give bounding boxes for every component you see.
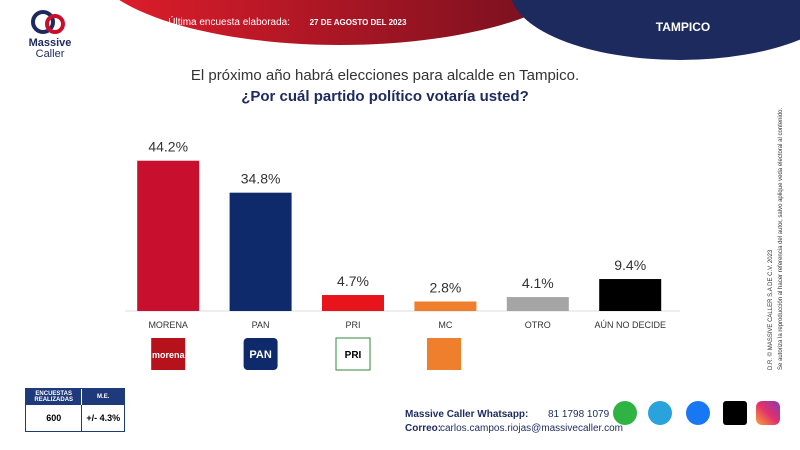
bar [599,279,662,311]
mc-logo [427,338,461,370]
category-label: MORENA [148,320,188,330]
bar [322,295,384,311]
party-logo-text: PAN [249,349,271,361]
brand: Massive [29,37,72,49]
survey-date: 27 DE AGOSTO DEL 2023 [310,18,407,27]
table-row: 600 +/- 4.3% [26,405,124,431]
survey-label: Última encuesta elaborada: [168,15,290,28]
category-label: MC [438,320,452,330]
table-cell: M.E. [81,389,124,405]
chart-title: El próximo año habrá elecciones para alc… [191,67,579,84]
bar [414,301,477,311]
party-logo-text: morena [152,350,186,360]
bar [229,192,292,311]
city: TAMPICO [656,20,710,34]
category-label: AÚN NO DECIDE [594,320,666,330]
chart-subtitle: ¿Por cuál partido político votaría usted… [241,88,529,105]
party-logo-text: PRI [345,350,362,361]
logo-ring [45,14,65,34]
survey-table: ENCUESTAS REALIZADAS M.E. 600 +/- 4.3% [25,388,125,432]
header-band [119,0,561,45]
side-note: Se autoriza la reproducción al hacer ref… [778,108,784,370]
logo-ring [31,10,55,34]
bar [506,297,569,311]
whatsapp: 81 1798 1079 [548,409,610,420]
value-label: 2.8% [429,279,461,295]
whatsapp-label: Massive Caller Whatsapp: [405,409,528,420]
table-cell: ENCUESTAS REALIZADAS [34,391,74,403]
telegram-icon[interactable] [648,401,672,425]
value-label: 4.7% [337,273,369,289]
party-logo [243,338,278,370]
bar [137,160,200,311]
table-header: ENCUESTAS REALIZADAS M.E. [26,389,124,405]
value-label: 9.4% [614,257,646,273]
value-label: 34.8% [241,171,281,187]
table-cell: 600 [46,413,62,423]
side-note: D.R. © MASSIVE CALLER S.A DE C.V. 2023 [767,249,774,370]
x-icon[interactable] [723,401,747,425]
email: carlos.campos.riojas@massivecaller.com [440,423,623,434]
party-logo [151,338,186,370]
category-label: OTRO [525,320,551,330]
email-label: Correo: [405,423,441,434]
party-logo [335,337,371,371]
category-label: PRI [345,320,360,330]
brand: Caller [36,48,65,60]
table-cell: +/- 4.3% [81,405,124,431]
value-label: 4.1% [522,275,554,291]
category-label: PAN [252,320,270,330]
facebook-icon[interactable] [686,401,710,425]
value-label: 44.2% [148,139,188,155]
header-corner [511,0,800,60]
whatsapp-icon[interactable] [613,401,637,425]
instagram-icon[interactable] [756,401,780,425]
